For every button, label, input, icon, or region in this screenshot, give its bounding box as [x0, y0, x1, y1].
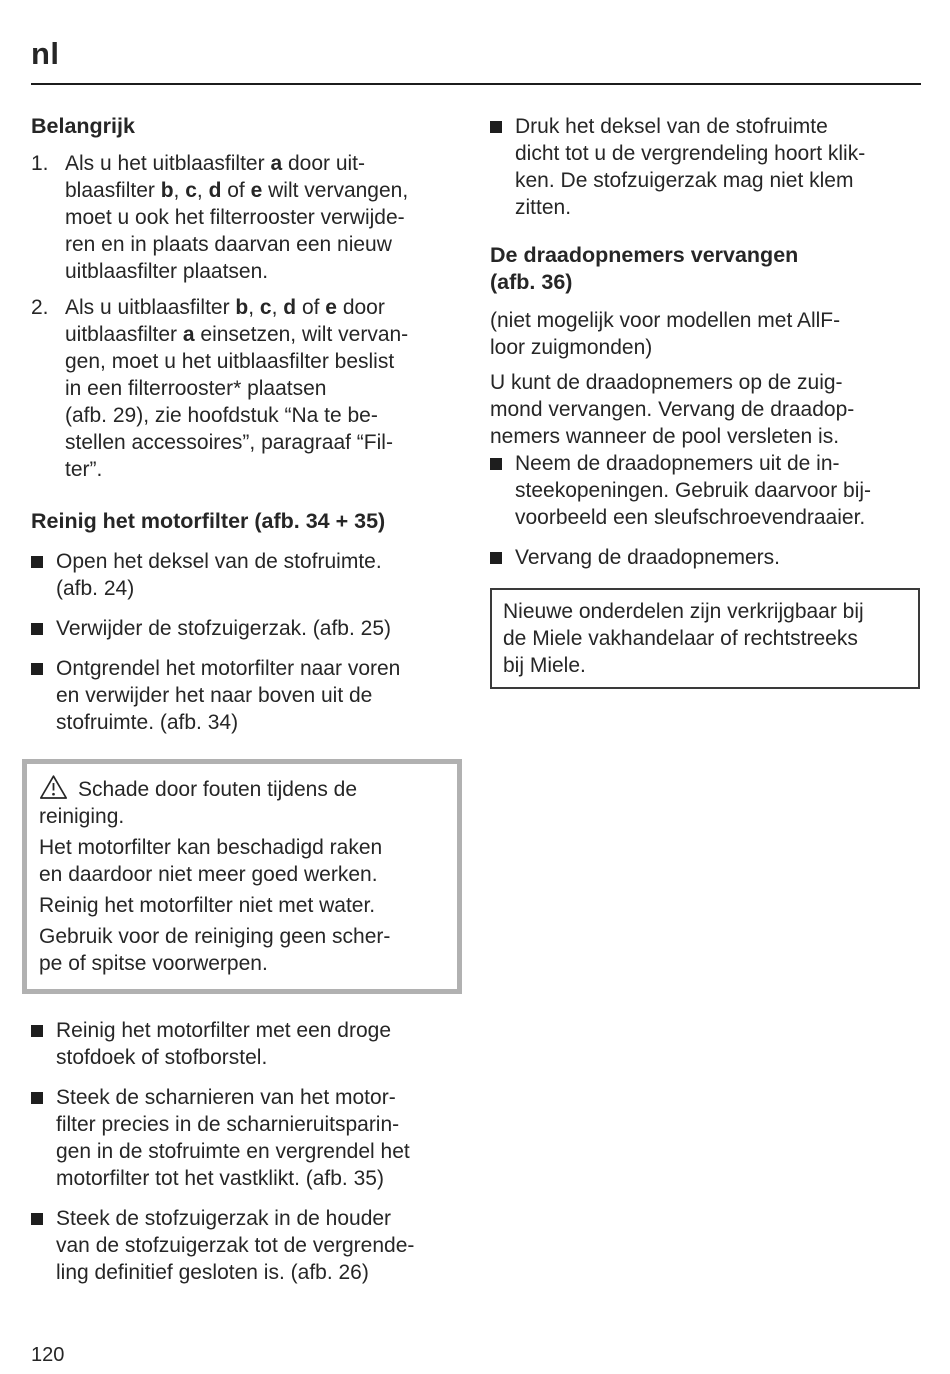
square-bullet-icon [490, 121, 502, 133]
right-column: Druk het deksel van de stofruimte dicht t… [490, 113, 920, 1286]
warning-triangle-icon [39, 775, 68, 799]
list-item-text: Neem de draadopnemers uit de in-steekope… [515, 452, 872, 529]
list-item: Vervang de draadopnemers. [490, 544, 920, 571]
header-rule [31, 83, 921, 85]
heading-reinig-motorfilter: Reinig het motorfilter (afb. 34 + 35) [31, 509, 386, 533]
left-column: Belangrijk 1. Als u het uitblaasfilter a… [22, 113, 462, 1286]
list-item: Ontgrendel het motorfilter naar voren en … [31, 655, 462, 736]
numbered-list: 1. Als u het uitblaasfilter a door uit-b… [31, 150, 462, 483]
paragraph-info: U kunt de draadopnemers op de zuig-mond … [490, 371, 855, 448]
list-item-text: Reinig het motorfilter met een droge stof… [56, 1019, 392, 1069]
list-item-text: Verwijder de stofzuigerzak. (afb. 25) [56, 617, 391, 640]
list-item-text: Steek de scharnieren van het motor-filte… [56, 1086, 410, 1190]
page-number: 120 [31, 1344, 65, 1366]
list-item-text: Open het deksel van de stofruimte. (afb. … [56, 550, 382, 600]
list-item: Neem de draadopnemers uit de in-steekope… [490, 450, 920, 531]
content-columns: Belangrijk 1. Als u het uitblaasfilter a… [22, 113, 921, 1286]
list-item-text: Vervang de draadopnemers. [515, 546, 781, 569]
square-bullet-icon [490, 458, 502, 470]
paragraph-models-note: (niet mogelijk voor modellen met AllF-lo… [490, 309, 841, 359]
square-bullet-icon [31, 556, 43, 568]
list-item-text: Druk het deksel van de stofruimte dicht t… [515, 115, 866, 219]
square-bullet-icon [31, 1092, 43, 1104]
list-item-text: Ontgrendel het motorfilter naar voren en … [56, 657, 401, 734]
list-item: Reinig het motorfilter met een droge stof… [31, 1017, 462, 1071]
bullet-list-after-warning: Reinig het motorfilter met een droge stof… [31, 1017, 462, 1286]
square-bullet-icon [31, 1213, 43, 1225]
warning-paragraph: Het motorfilter kan beschadigd raken en d… [39, 836, 383, 886]
list-item: Open het deksel van de stofruimte. (afb. … [31, 548, 462, 602]
heading-draadopnemers: De draadopnemers vervangen (afb. 36) [490, 243, 799, 294]
square-bullet-icon [490, 552, 502, 564]
bullet-list-right: Neem de draadopnemers uit de in-steekope… [490, 450, 920, 571]
warning-paragraph-text: Schade door fouten tijdens de reiniging. [39, 778, 358, 828]
list-item-text: Steek de stofzuigerzak in de houder van d… [56, 1207, 415, 1284]
numbered-item-1: 1. Als u het uitblaasfilter a door uit-b… [31, 150, 462, 285]
square-bullet-icon [31, 1025, 43, 1037]
item-text: Als u het uitblaasfilter a door uit-blaa… [65, 152, 409, 283]
list-item: Verwijder de stofzuigerzak. (afb. 25) [31, 615, 462, 642]
list-item: Steek de stofzuigerzak in de houder van d… [31, 1205, 462, 1286]
list-item: Druk het deksel van de stofruimte dicht t… [490, 113, 920, 221]
warning-box: Schade door fouten tijdens de reiniging. … [22, 759, 462, 994]
note-box: Nieuwe onderdelen zijn verkrijgbaar bij d… [490, 588, 920, 689]
list-item: Steek de scharnieren van het motor-filte… [31, 1084, 462, 1192]
warning-paragraph: Gebruik voor de reiniging geen scher-pe … [39, 925, 391, 975]
square-bullet-icon [31, 663, 43, 675]
square-bullet-icon [31, 623, 43, 635]
bullet-list-before-warning: Open het deksel van de stofruimte. (afb. … [31, 548, 462, 736]
numbered-item-2: 2. Als u uitblaasfilter b, c, d of e doo… [31, 294, 462, 483]
item-number: 2. [31, 296, 49, 319]
warning-paragraph: Reinig het motorfilter niet met water. [39, 894, 376, 917]
heading-belangrijk: Belangrijk [31, 114, 135, 138]
warning-paragraph: Schade door fouten tijdens de reiniging. [39, 774, 445, 830]
item-number: 1. [31, 152, 49, 175]
item-text: Als u uitblaasfilter b, c, d of e door ui… [65, 296, 409, 481]
bullet-list-top-right: Druk het deksel van de stofruimte dicht t… [490, 113, 920, 221]
page-language-tag: nl [31, 36, 60, 71]
